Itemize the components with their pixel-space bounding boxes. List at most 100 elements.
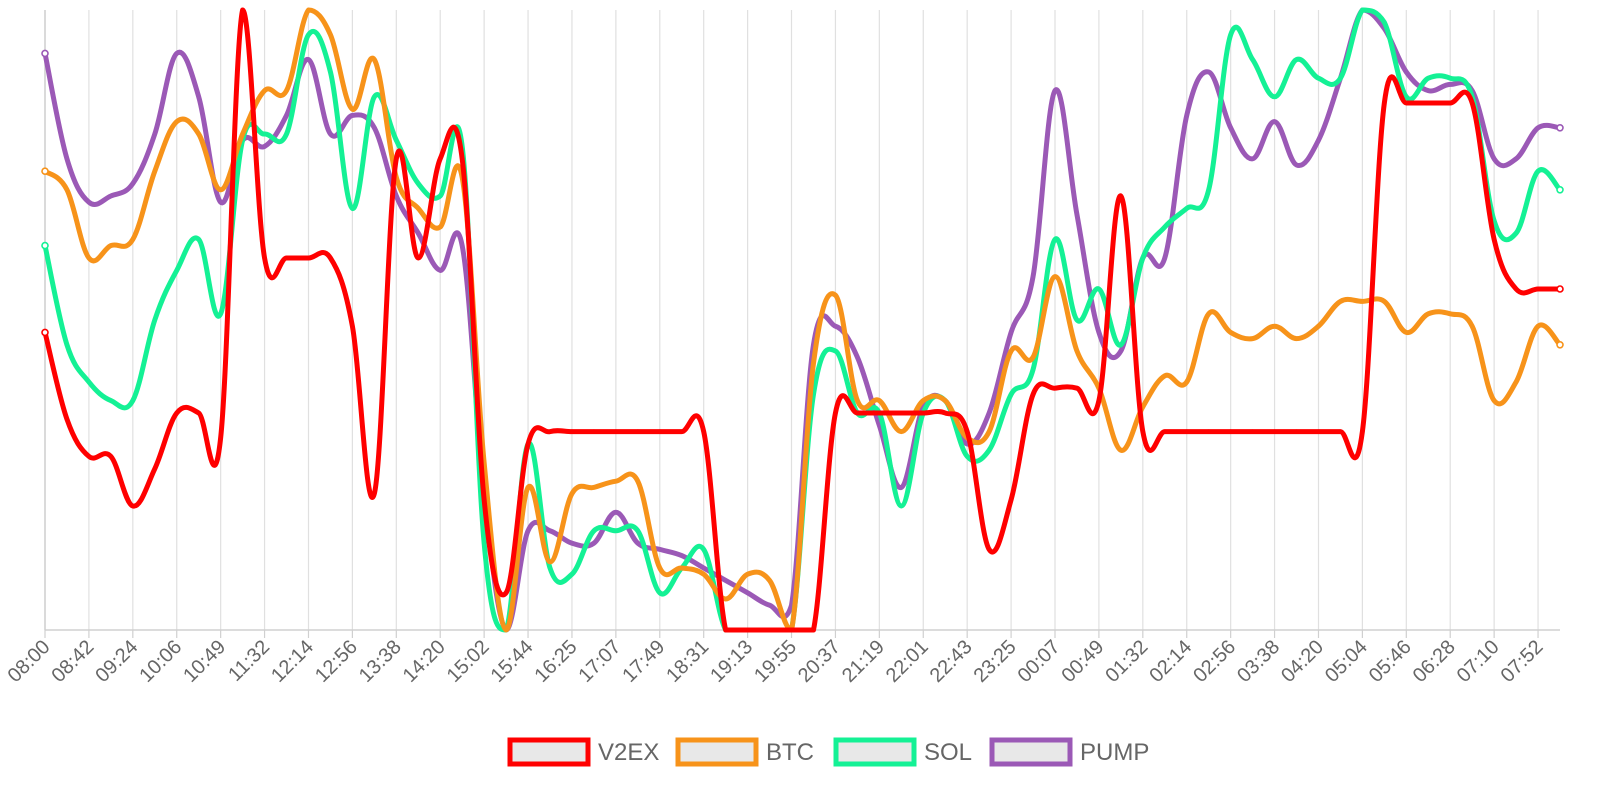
data-point-btc — [1294, 336, 1299, 341]
data-point-v2ex — [328, 255, 333, 261]
legend-label-sol: SOL — [924, 739, 972, 766]
data-point-v2ex — [613, 429, 619, 434]
data-point-v2ex — [1052, 386, 1058, 391]
data-point-v2ex — [1272, 429, 1277, 434]
series-lines — [41, 7, 1564, 633]
data-point-v2ex — [1250, 429, 1255, 434]
x-tick-label: 08:42 — [47, 636, 98, 687]
data-point-btc — [767, 578, 772, 583]
data-point-sol — [1513, 231, 1519, 236]
data-point-v2ex — [723, 627, 728, 633]
data-point-v2ex — [1404, 100, 1409, 106]
data-point-pump — [152, 131, 157, 137]
data-point-v2ex — [130, 503, 136, 509]
x-axis: 08:0008:4209:2410:0610:4911:3212:1412:56… — [4, 630, 1548, 687]
data-point-btc — [701, 572, 706, 577]
data-point-sol — [64, 342, 70, 347]
data-point-v2ex — [1360, 429, 1365, 434]
data-point-pump — [569, 541, 575, 546]
data-point-btc — [899, 429, 904, 434]
x-tick-label: 08:00 — [4, 636, 55, 687]
data-point-v2ex — [1469, 100, 1475, 106]
data-point-pump — [438, 268, 443, 273]
data-point-btc — [745, 572, 750, 577]
x-tick-label: 11:32 — [224, 636, 274, 686]
x-tick-label: 13:38 — [355, 636, 406, 687]
x-tick-label: 07:52 — [1497, 636, 1548, 687]
legend-label-v2ex: V2EX — [598, 739, 659, 766]
data-point-v2ex — [1382, 100, 1387, 106]
data-point-btc — [1360, 299, 1365, 304]
data-point-pump — [701, 565, 706, 571]
data-point-v2ex — [1162, 429, 1167, 434]
data-point-v2ex — [964, 429, 970, 434]
data-point-btc — [130, 237, 136, 242]
data-point-btc — [1228, 330, 1233, 335]
data-point-sol — [1382, 20, 1387, 25]
data-point-pump — [108, 193, 114, 199]
x-tick-label: 09:24 — [91, 636, 142, 687]
data-point-pump — [41, 49, 49, 58]
data-point-pump — [1294, 162, 1299, 168]
data-point-pump — [635, 541, 641, 546]
data-point-btc — [152, 169, 157, 174]
x-tick-label: 00:49 — [1057, 636, 1108, 687]
data-point-btc — [306, 7, 311, 13]
data-point-pump — [1228, 125, 1233, 130]
data-point-sol — [1426, 76, 1431, 81]
data-point-btc — [196, 131, 201, 137]
data-point-sol — [657, 590, 662, 595]
data-point-btc — [723, 596, 728, 602]
data-point-v2ex — [196, 410, 201, 416]
data-point-pump — [1206, 69, 1211, 75]
data-point-pump — [1162, 255, 1167, 261]
data-point-sol — [591, 528, 597, 533]
data-point-pump — [1052, 88, 1058, 93]
data-point-pump — [1426, 88, 1431, 93]
data-point-v2ex — [1008, 497, 1014, 502]
data-point-v2ex — [1118, 193, 1124, 199]
series-btc — [41, 7, 1564, 633]
data-point-btc — [657, 565, 662, 571]
data-point-btc — [943, 398, 948, 403]
data-point-btc — [108, 243, 114, 248]
data-point-v2ex — [591, 429, 597, 434]
data-point-pump — [723, 578, 728, 583]
x-tick-label: 19:55 — [750, 636, 801, 687]
data-point-v2ex — [1074, 386, 1080, 391]
data-point-pump — [1096, 330, 1102, 335]
x-tick-label: 05:04 — [1321, 636, 1372, 687]
data-point-btc — [64, 187, 70, 192]
data-point-pump — [130, 181, 136, 186]
data-point-v2ex — [899, 410, 904, 416]
data-point-sol — [1316, 76, 1321, 81]
x-tick-label: 10:06 — [135, 636, 186, 687]
data-point-btc — [328, 32, 333, 37]
legend-item-sol: SOL — [833, 737, 972, 767]
data-point-sol — [1008, 392, 1014, 397]
data-point-pump — [64, 156, 70, 161]
x-tick-label: 03:38 — [1233, 636, 1284, 687]
data-point-btc — [569, 491, 575, 496]
data-point-pump — [1250, 156, 1255, 161]
x-tick-label: 00:07 — [1014, 636, 1065, 687]
data-point-sol — [1030, 367, 1036, 372]
data-point-sol — [41, 241, 49, 250]
data-point-pump — [1008, 330, 1014, 335]
data-point-pump — [1556, 124, 1564, 132]
data-point-v2ex — [1206, 429, 1211, 434]
legend-item-pump: PUMP — [989, 737, 1149, 767]
data-point-btc — [174, 119, 179, 124]
data-point-btc — [1162, 373, 1167, 378]
data-point-btc — [1338, 299, 1343, 304]
data-point-sol — [1162, 224, 1167, 230]
data-point-v2ex — [789, 627, 794, 633]
data-point-sol — [986, 448, 992, 453]
x-tick-label: 02:14 — [1145, 636, 1196, 687]
data-point-pump — [284, 113, 289, 118]
data-point-sol — [306, 32, 311, 37]
data-point-sol — [481, 541, 487, 546]
data-point-pump — [745, 590, 750, 595]
data-point-btc — [1448, 311, 1453, 316]
data-point-btc — [1513, 379, 1519, 385]
